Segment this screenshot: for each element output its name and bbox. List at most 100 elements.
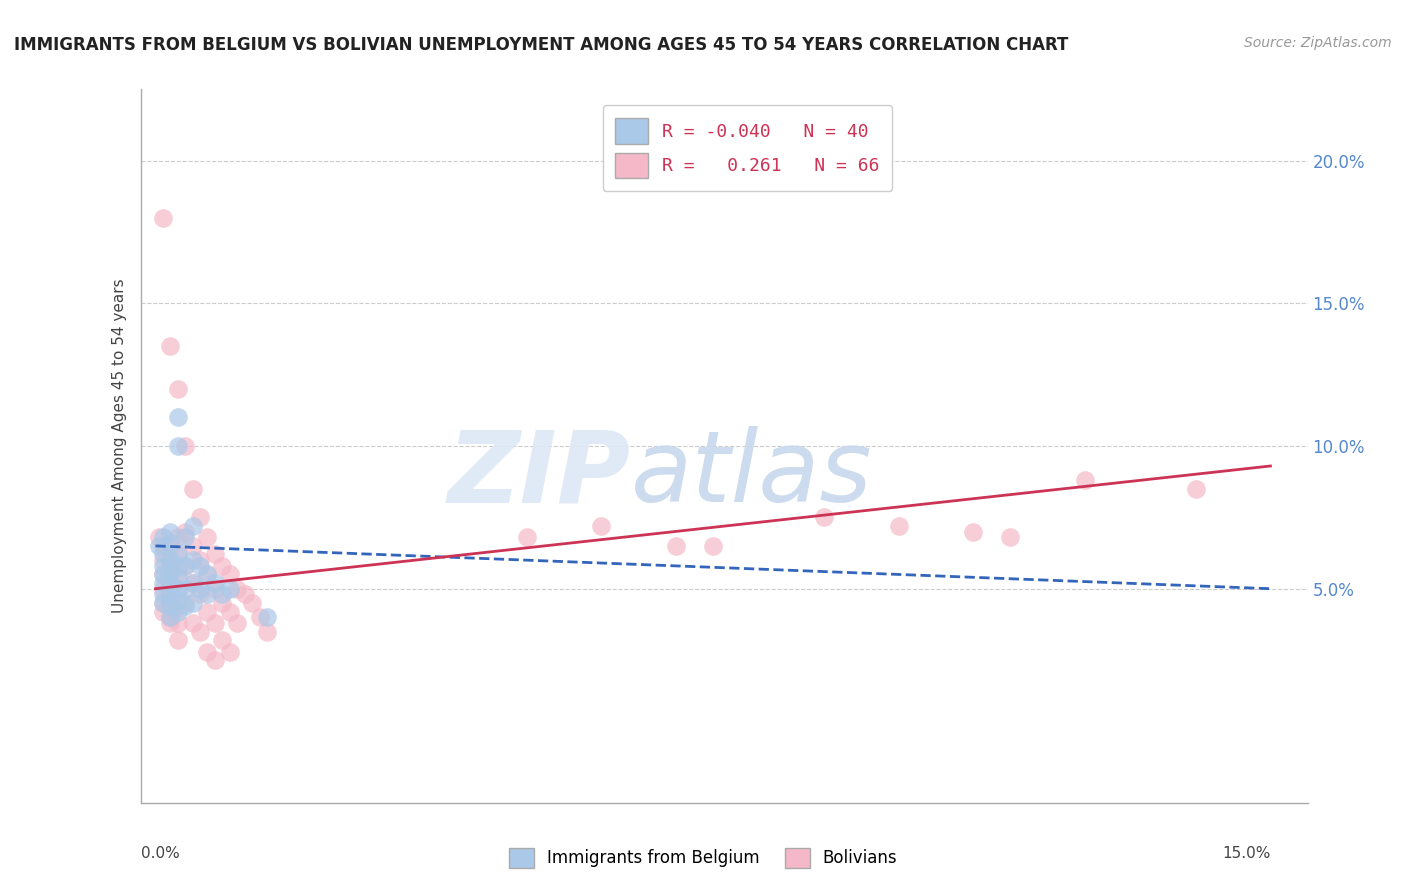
- Point: [256, 610, 278, 624]
- Point: [166, 548, 188, 562]
- Point: [218, 605, 240, 619]
- Point: [211, 587, 233, 601]
- Point: [152, 530, 174, 544]
- Point: [159, 565, 181, 579]
- Point: [174, 530, 197, 544]
- Point: [166, 530, 188, 544]
- Point: [204, 615, 226, 630]
- Point: [159, 610, 181, 624]
- Point: [204, 548, 226, 562]
- Point: [166, 570, 188, 584]
- Point: [256, 624, 278, 639]
- Point: [174, 599, 197, 613]
- Point: [159, 339, 181, 353]
- Point: [181, 519, 204, 533]
- Point: [204, 653, 226, 667]
- Point: [166, 382, 188, 396]
- Point: [152, 548, 174, 562]
- Point: [188, 558, 211, 573]
- Point: [174, 558, 197, 573]
- Point: [152, 553, 174, 567]
- Point: [887, 519, 910, 533]
- Point: [152, 567, 174, 582]
- Point: [159, 587, 181, 601]
- Point: [166, 605, 188, 619]
- Point: [148, 530, 170, 544]
- Point: [166, 410, 188, 425]
- Point: [166, 593, 188, 607]
- Point: [152, 539, 174, 553]
- Point: [166, 582, 188, 596]
- Point: [204, 576, 226, 591]
- Point: [188, 553, 211, 567]
- Text: IMMIGRANTS FROM BELGIUM VS BOLIVIAN UNEMPLOYMENT AMONG AGES 45 TO 54 YEARS CORRE: IMMIGRANTS FROM BELGIUM VS BOLIVIAN UNEM…: [14, 36, 1069, 54]
- Point: [159, 610, 181, 624]
- Point: [218, 582, 240, 596]
- Point: [197, 567, 219, 582]
- Point: [197, 530, 219, 544]
- Point: [1185, 482, 1208, 496]
- Point: [188, 510, 211, 524]
- Point: [174, 596, 197, 610]
- Point: [226, 582, 249, 596]
- Text: Source: ZipAtlas.com: Source: ZipAtlas.com: [1244, 36, 1392, 50]
- Point: [159, 553, 181, 567]
- Point: [166, 582, 188, 596]
- Point: [166, 615, 188, 630]
- Point: [174, 558, 197, 573]
- Point: [159, 576, 181, 591]
- Point: [197, 644, 219, 658]
- Text: ZIP: ZIP: [447, 426, 631, 523]
- Point: [166, 633, 188, 648]
- Point: [218, 567, 240, 582]
- Text: 0.0%: 0.0%: [141, 846, 180, 861]
- Point: [152, 582, 174, 596]
- Point: [218, 644, 240, 658]
- Y-axis label: Unemployment Among Ages 45 to 54 years: Unemployment Among Ages 45 to 54 years: [111, 278, 127, 614]
- Point: [181, 539, 204, 553]
- Point: [211, 633, 233, 648]
- Point: [152, 587, 174, 601]
- Point: [159, 553, 181, 567]
- Point: [516, 530, 538, 544]
- Point: [159, 539, 181, 553]
- Point: [181, 615, 204, 630]
- Point: [174, 524, 197, 539]
- Point: [1073, 473, 1095, 487]
- Point: [197, 587, 219, 601]
- Point: [166, 548, 188, 562]
- Point: [665, 539, 688, 553]
- Point: [181, 576, 204, 591]
- Point: [813, 510, 835, 524]
- Point: [181, 482, 204, 496]
- Text: 15.0%: 15.0%: [1222, 846, 1271, 861]
- Point: [188, 587, 211, 601]
- Point: [152, 211, 174, 225]
- Point: [159, 599, 181, 613]
- Point: [174, 439, 197, 453]
- Point: [1000, 530, 1022, 544]
- Point: [159, 524, 181, 539]
- Point: [152, 576, 174, 591]
- Point: [152, 567, 174, 582]
- Point: [181, 553, 204, 567]
- Legend: R = -0.040   N = 40, R =   0.261   N = 66: R = -0.040 N = 40, R = 0.261 N = 66: [603, 105, 893, 191]
- Text: atlas: atlas: [631, 426, 872, 523]
- Point: [249, 610, 271, 624]
- Point: [159, 582, 181, 596]
- Point: [152, 558, 174, 573]
- Point: [166, 599, 188, 613]
- Point: [159, 596, 181, 610]
- Point: [166, 558, 188, 573]
- Point: [174, 582, 197, 596]
- Point: [159, 567, 181, 582]
- Point: [211, 596, 233, 610]
- Point: [591, 519, 613, 533]
- Point: [188, 624, 211, 639]
- Point: [166, 565, 188, 579]
- Point: [152, 605, 174, 619]
- Point: [197, 567, 219, 582]
- Point: [702, 539, 724, 553]
- Point: [152, 596, 174, 610]
- Point: [204, 582, 226, 596]
